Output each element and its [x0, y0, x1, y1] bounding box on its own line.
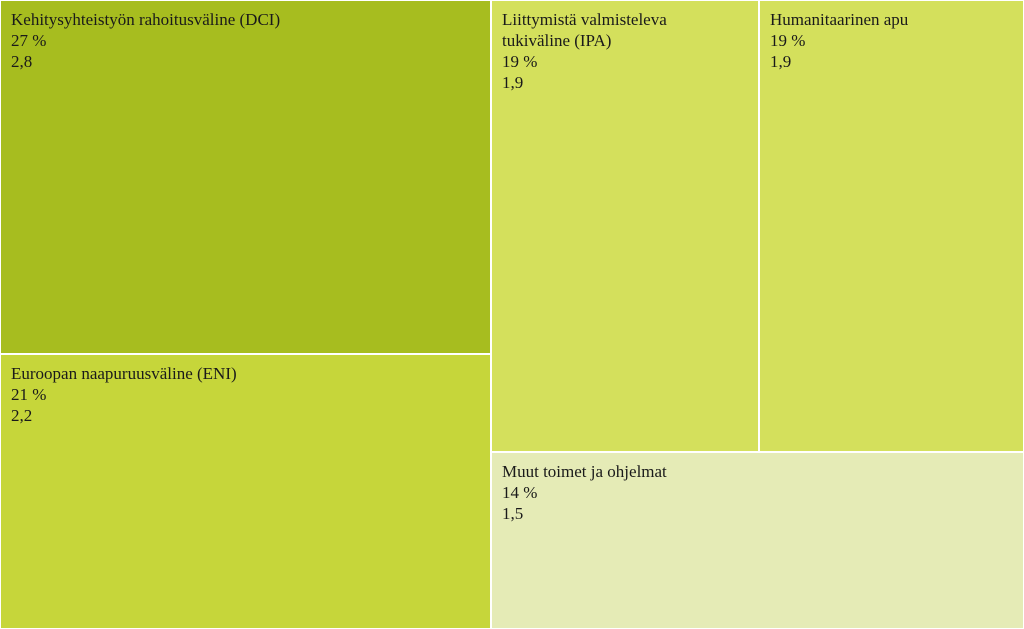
tile-ipa-percent: 19 %: [502, 52, 538, 71]
tile-eni-label: Euroopan naapuruusväline (ENI): [11, 364, 237, 383]
tile-humanitarian-label: Humanitaarinen apu: [770, 10, 909, 29]
tile-eni: Euroopan naapuruusväline (ENI) 21 % 2,2: [0, 354, 491, 629]
tile-humanitarian-value: 1,9: [770, 52, 792, 71]
tile-humanitarian: Humanitaarinen apu 19 % 1,9: [759, 0, 1024, 452]
tile-other: Muut toimet ja ohjelmat 14 % 1,5: [491, 452, 1024, 629]
tile-other-label: Muut toimet ja ohjelmat: [502, 462, 667, 481]
tile-other-percent: 14 %: [502, 483, 538, 502]
tile-dci-label: Kehitysyhteistyön rahoitusväline (DCI): [11, 10, 281, 29]
tile-eni-percent: 21 %: [11, 385, 47, 404]
tile-eni-value: 2,2: [11, 406, 33, 425]
tile-ipa-label: Liittymistä valmisteleva tukiväline (IPA…: [502, 10, 667, 50]
tile-other-value: 1,5: [502, 504, 524, 523]
tile-dci-value: 2,8: [11, 52, 33, 71]
tile-ipa: Liittymistä valmisteleva tukiväline (IPA…: [491, 0, 759, 452]
tile-ipa-value: 1,9: [502, 73, 524, 92]
tile-dci-percent: 27 %: [11, 31, 47, 50]
tile-humanitarian-percent: 19 %: [770, 31, 806, 50]
tile-dci: Kehitysyhteistyön rahoitusväline (DCI) 2…: [0, 0, 491, 354]
